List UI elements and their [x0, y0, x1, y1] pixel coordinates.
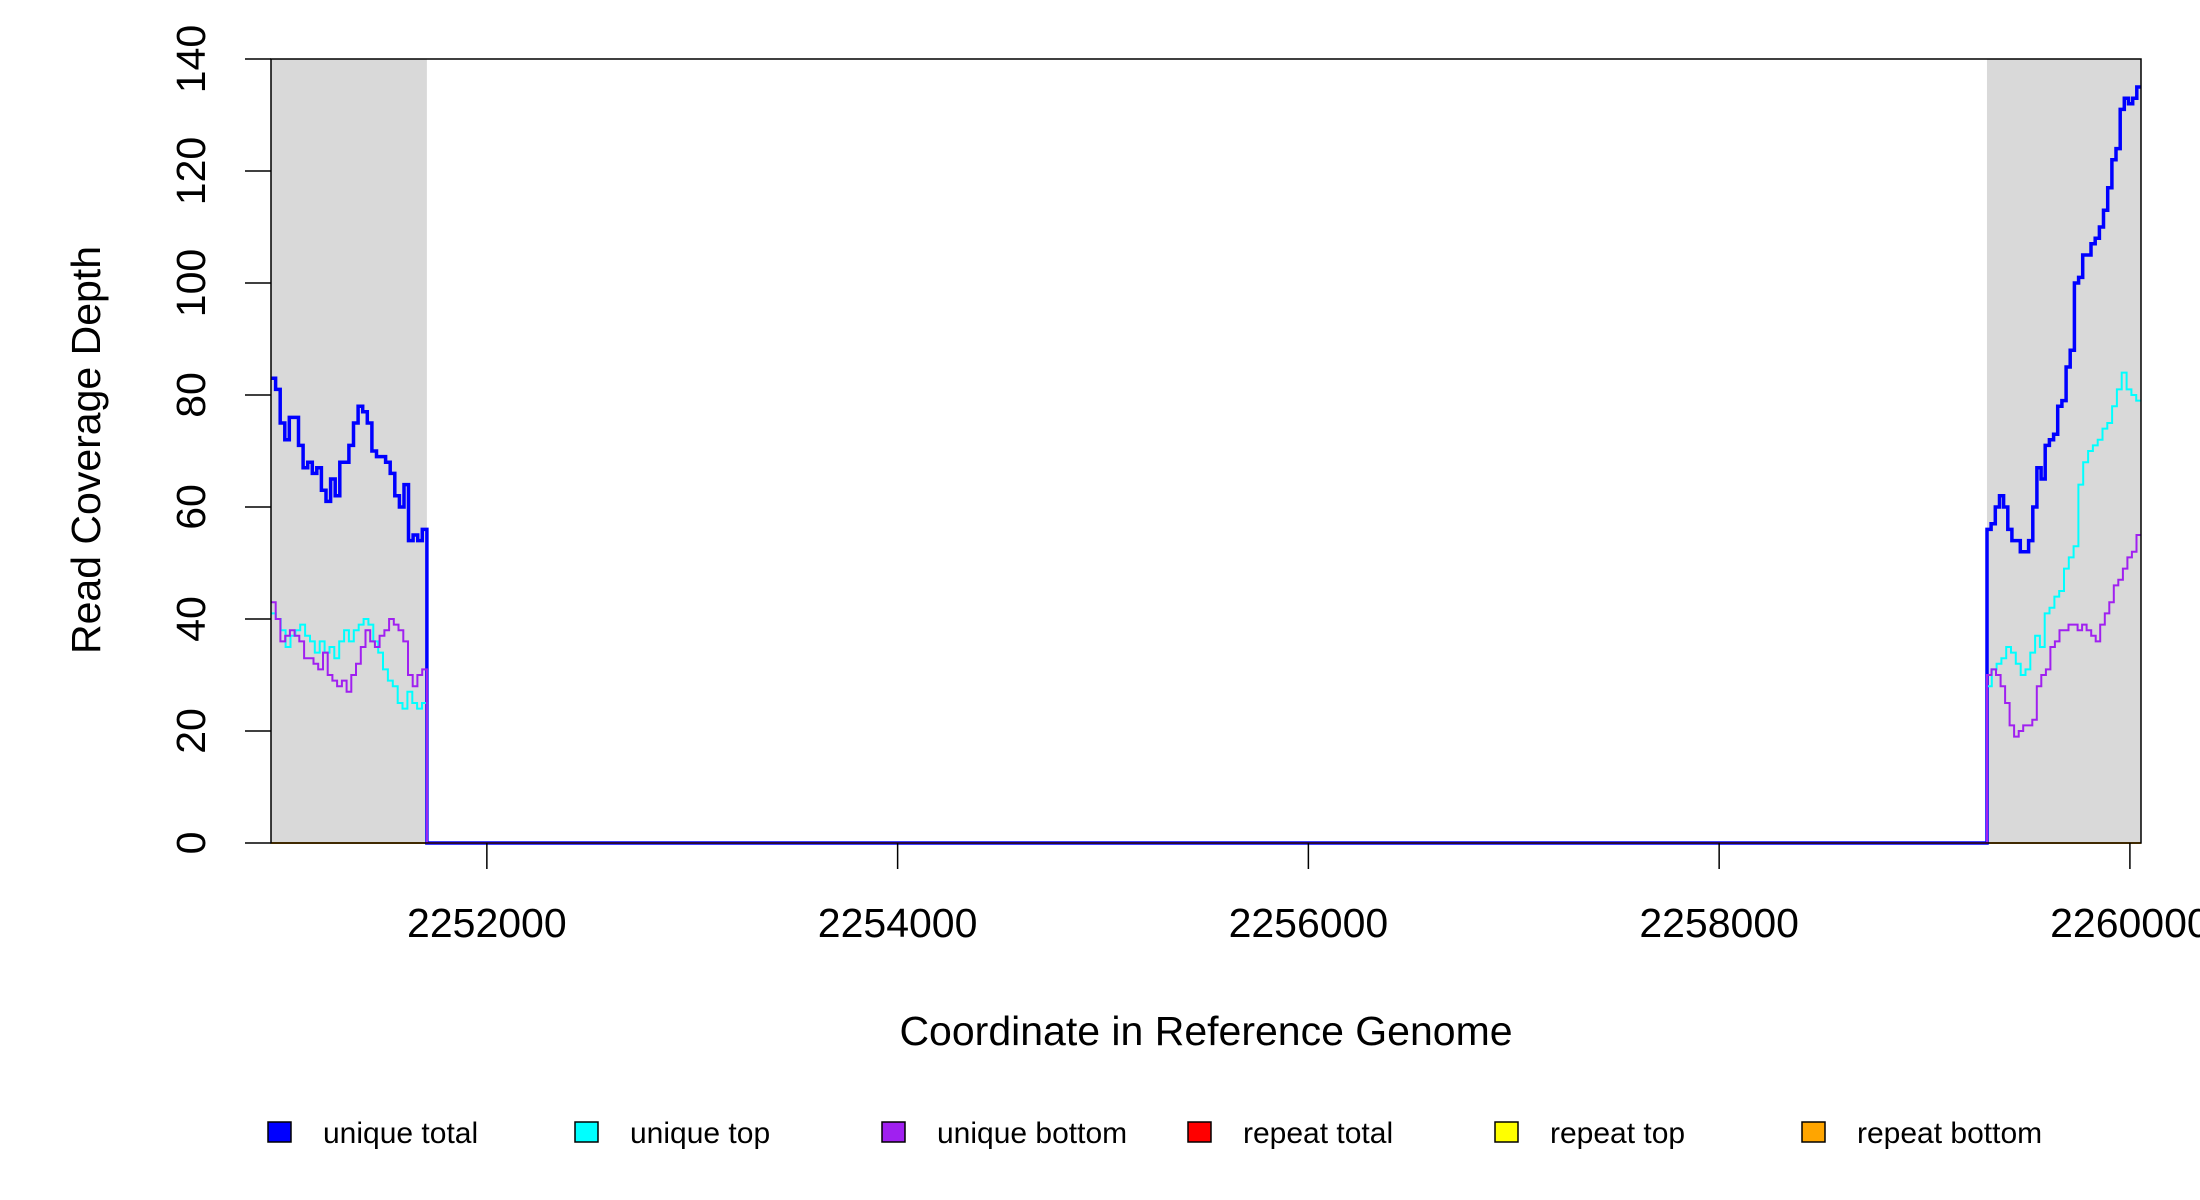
y-tick-label: 60 — [168, 484, 214, 530]
legend-swatch — [1494, 1121, 1519, 1143]
y-tick-label: 20 — [168, 708, 214, 754]
legend: unique total unique top unique bottom repea… — [267, 1117, 2042, 1150]
legend-label: repeat bottom — [1857, 1117, 2042, 1150]
legend-label: unique bottom — [937, 1117, 1127, 1150]
legend-label: unique top — [630, 1117, 770, 1150]
x-tick-label: 2258000 — [1639, 900, 1799, 946]
y-tick-label: 100 — [168, 249, 214, 317]
plot-frame — [270, 58, 2142, 844]
x-axis-title: Coordinate in Reference Genome — [899, 1008, 1512, 1054]
series-line-unique-total — [271, 85, 2141, 845]
x-tick-label: 2256000 — [1229, 900, 1389, 946]
legend-swatch — [574, 1121, 599, 1143]
series-line-unique-bottom — [271, 534, 2141, 844]
series-line-unique-top — [271, 371, 2141, 844]
legend-swatch — [881, 1121, 906, 1143]
series-lines — [271, 85, 2141, 845]
legend-label: repeat top — [1550, 1117, 1685, 1150]
x-tick-label: 2254000 — [818, 900, 978, 946]
y-axis: 0 20 40 60 80 100 120 140 — [168, 25, 271, 855]
x-tick-label: 2252000 — [407, 900, 567, 946]
x-axis: 2252000 2254000 2256000 2258000 2260000 — [407, 843, 2200, 946]
y-tick-label: 120 — [168, 137, 214, 205]
legend-swatch — [1801, 1121, 1826, 1143]
x-tick-label: 2260000 — [2050, 900, 2200, 946]
y-tick-label: 140 — [168, 25, 214, 93]
legend-label: repeat total — [1243, 1117, 1393, 1150]
shaded-regions — [271, 59, 2141, 843]
y-tick-label: 40 — [168, 596, 214, 642]
legend-label: unique total — [323, 1117, 478, 1150]
y-tick-label: 0 — [168, 832, 214, 855]
y-axis-title: Read Coverage Depth — [63, 246, 109, 654]
y-tick-label: 80 — [168, 372, 214, 418]
legend-swatch — [1187, 1121, 1212, 1143]
legend-swatch — [267, 1121, 292, 1143]
shaded-region — [1986, 59, 2141, 843]
